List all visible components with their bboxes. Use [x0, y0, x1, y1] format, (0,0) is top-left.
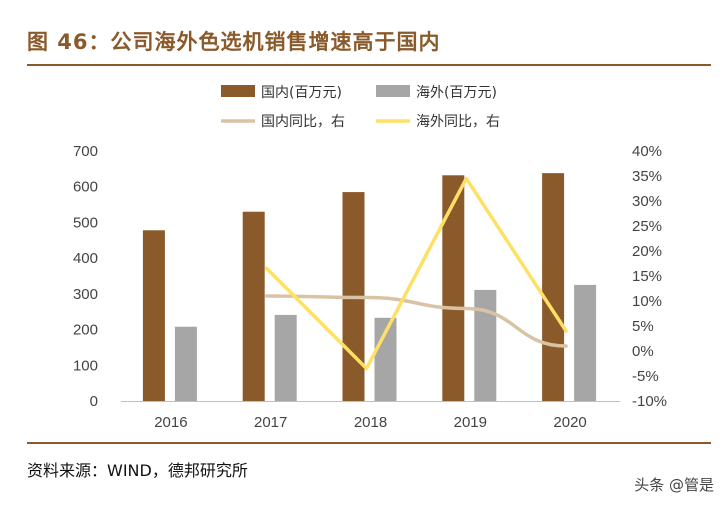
y-left-tick-label: 700	[73, 143, 98, 160]
legend-label: 海外同比，右	[416, 114, 500, 130]
legend-label: 国内(百万元)	[261, 85, 342, 101]
y-right-tick-label: -5%	[632, 368, 659, 385]
bar-domestic	[242, 211, 265, 401]
y-right-tick-label: 40%	[632, 143, 662, 160]
y-right-tick-label: 10%	[632, 293, 662, 310]
chart: 0 100 200 300 400 500 600 700 -10% -5% 0% 5% 10% 15% 2…	[73, 85, 667, 431]
y-left-tick-label: 200	[73, 322, 98, 339]
title-bar: 图 46：公司海外色选机销售增速高于国内	[27, 18, 711, 66]
y-left-tick-label: 300	[73, 286, 98, 303]
line-overseas-yoy	[264, 176, 568, 371]
bar-overseas	[274, 314, 297, 401]
bottom-divider	[27, 442, 711, 444]
x-tick-label: 2020	[553, 414, 586, 431]
y-left-tick-label: 500	[73, 214, 98, 231]
bar-domestic	[142, 230, 165, 401]
y-left-tick-label: 400	[73, 250, 98, 267]
x-tick-label: 2019	[454, 414, 487, 431]
bar-overseas	[474, 289, 497, 401]
x-tick-label: 2016	[154, 414, 187, 431]
y-right-tick-label: 15%	[632, 268, 662, 285]
bar-overseas	[574, 284, 597, 401]
legend-label: 海外(百万元)	[416, 85, 497, 101]
bar-domestic	[542, 173, 565, 401]
y-left-tick-label: 600	[73, 179, 98, 196]
legend-swatch-0	[221, 85, 255, 97]
y-right-tick-label: 30%	[632, 193, 662, 210]
line-domestic-yoy	[264, 294, 568, 348]
y-left-tick-label: 0	[90, 393, 98, 410]
y-right-tick-label: 35%	[632, 168, 662, 185]
bar-overseas	[174, 326, 197, 401]
y-right-tick-label: -10%	[632, 393, 667, 410]
x-tick-label: 2017	[254, 414, 287, 431]
y-right-tick-label: 0%	[632, 343, 654, 360]
y-right-tick-label: 25%	[632, 218, 662, 235]
y-right-tick-label: 5%	[632, 318, 654, 335]
y-left-tick-label: 100	[73, 357, 98, 374]
chart-title: 图 46：公司海外色选机销售增速高于国内	[27, 30, 441, 54]
y-right-tick-label: 20%	[632, 243, 662, 260]
legend-swatch-1	[376, 85, 410, 97]
watermark: 头条 @管是	[634, 476, 714, 494]
source-note: 资料来源：WIND，德邦研究所	[27, 461, 248, 480]
legend-label: 国内同比，右	[261, 114, 345, 130]
x-tick-label: 2018	[354, 414, 387, 431]
bar-overseas	[374, 317, 397, 401]
bar-domestic	[442, 175, 465, 401]
